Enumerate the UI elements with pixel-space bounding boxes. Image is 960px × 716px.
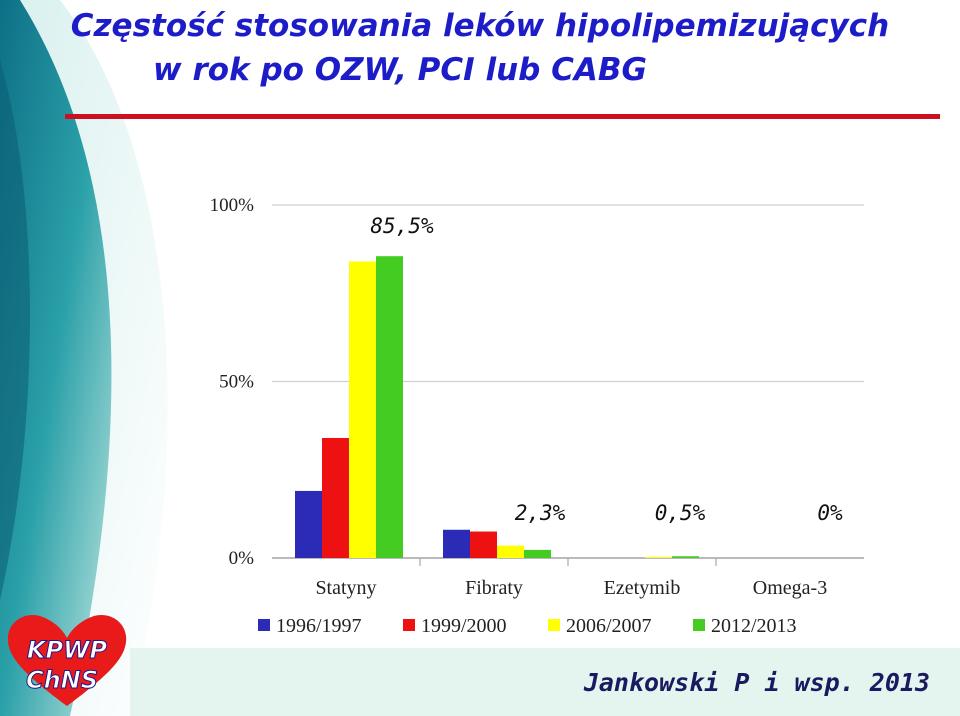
legend-label: 2012/2013 (711, 615, 797, 637)
category-label: Fibraty (465, 577, 523, 599)
category-label: Ezetymib (604, 577, 681, 599)
bar (322, 437, 349, 558)
data-label: 85,5% (370, 214, 434, 238)
title-underline (65, 114, 940, 119)
bar (376, 256, 403, 558)
svg-text:ChNS: ChNS (26, 666, 98, 694)
slide-title-line-2: w rok po OZW, PCI lub CABG (153, 52, 647, 88)
bar (470, 531, 497, 558)
legend-swatch (548, 619, 560, 631)
category-label: Omega-3 (753, 577, 827, 599)
legend-swatch (403, 619, 415, 631)
bar (295, 490, 322, 558)
bar (497, 545, 524, 558)
data-label: 0% (817, 501, 843, 525)
legend-label: 1999/2000 (421, 615, 507, 637)
legend-label: 1996/1997 (276, 615, 362, 637)
bar (672, 556, 699, 558)
bar (443, 529, 470, 558)
legend-label: 2006/2007 (566, 615, 652, 637)
y-tick-label: 0% (229, 548, 255, 569)
y-tick-label: 100% (210, 195, 255, 216)
kpwp-chns-heart-logo: KPWP ChNS (7, 614, 127, 706)
data-label: 0,5% (655, 501, 706, 525)
svg-text:KPWP: KPWP (27, 636, 108, 664)
data-label: 2,3% (515, 501, 566, 525)
bar (645, 556, 672, 558)
bar (349, 261, 376, 558)
category-label: Statyny (315, 577, 376, 599)
y-tick-label: 50% (219, 372, 254, 393)
bar (524, 549, 551, 558)
legend-swatch (693, 619, 705, 631)
footer-band (130, 648, 960, 716)
slide-title-line-1: Częstość stosowania leków hipolipemizują… (70, 8, 890, 44)
author-citation: Jankowski P i wsp. 2013 (583, 668, 930, 697)
legend-swatch (258, 619, 270, 631)
